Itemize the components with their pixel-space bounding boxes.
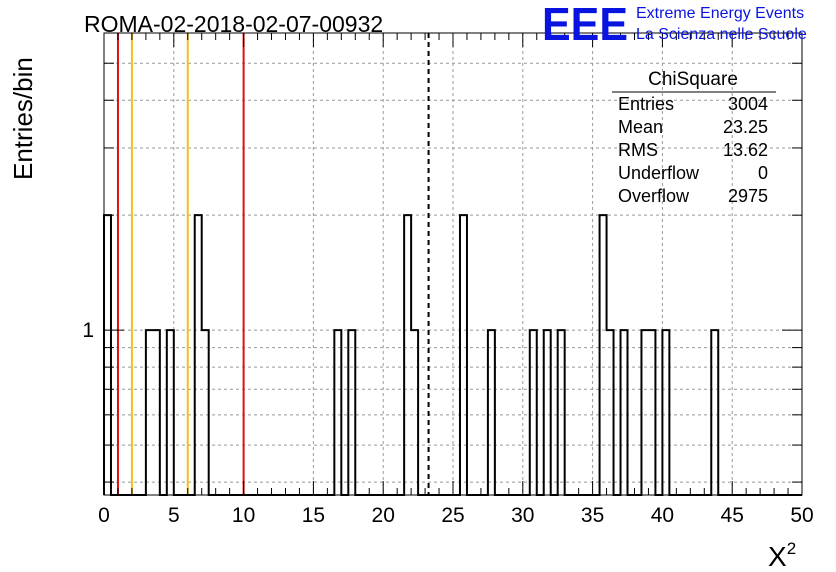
x-tick-label: 25 bbox=[441, 504, 464, 527]
stats-label-rms: RMS bbox=[618, 140, 658, 160]
x-tick-label: 5 bbox=[168, 504, 180, 527]
eee-logo: EEE Extreme Energy Events La Scienza nel… bbox=[542, 0, 807, 50]
x-tick-label: 40 bbox=[651, 504, 674, 527]
histogram-outline bbox=[103, 214, 802, 496]
stats-label-mean: Mean bbox=[618, 117, 663, 137]
eee-logo-line1: Extreme Energy Events bbox=[636, 5, 804, 22]
x-tick-label: 10 bbox=[232, 504, 255, 527]
x-tick-label: 50 bbox=[790, 504, 813, 527]
x-axis-label: X2 bbox=[768, 539, 796, 572]
stats-box: ChiSquare Entries 3004 Mean 23.25 RMS 13… bbox=[612, 69, 776, 206]
stats-label-overflow: Overflow bbox=[618, 186, 690, 206]
stats-label-entries: Entries bbox=[618, 94, 674, 114]
stats-title: ChiSquare bbox=[648, 69, 738, 90]
y-axis-label: Entries/bin bbox=[8, 57, 38, 180]
reference-lines bbox=[116, 33, 430, 495]
y-axis-ticks: 1 bbox=[82, 32, 802, 483]
stats-value-entries: 3004 bbox=[728, 94, 768, 114]
x-tick-label: 20 bbox=[372, 504, 395, 527]
x-tick-label: 0 bbox=[98, 504, 110, 527]
chart-title: ROMA-02-2018-02-07-00932 bbox=[84, 11, 383, 37]
eee-logo-mark: EEE bbox=[542, 0, 628, 50]
x-axis-label-base: X bbox=[768, 541, 787, 572]
x-tick-label: 15 bbox=[302, 504, 325, 527]
stats-value-underflow: 0 bbox=[758, 163, 768, 183]
stats-value-rms: 13.62 bbox=[723, 140, 768, 160]
x-axis-ticks: 0 5 10 15 20 25 30 35 40 45 50 bbox=[98, 33, 814, 527]
x-axis-label-superscript: 2 bbox=[787, 539, 796, 558]
x-tick-label: 35 bbox=[581, 504, 604, 527]
stats-value-mean: 23.25 bbox=[723, 117, 768, 137]
stats-label-underflow: Underflow bbox=[618, 163, 700, 183]
eee-logo-line2: La Scienza nelle Scuole bbox=[636, 26, 807, 43]
stats-value-overflow: 2975 bbox=[728, 186, 768, 206]
x-tick-label: 45 bbox=[721, 504, 744, 527]
x-tick-label: 30 bbox=[511, 504, 534, 527]
y-tick-label: 1 bbox=[82, 319, 94, 342]
